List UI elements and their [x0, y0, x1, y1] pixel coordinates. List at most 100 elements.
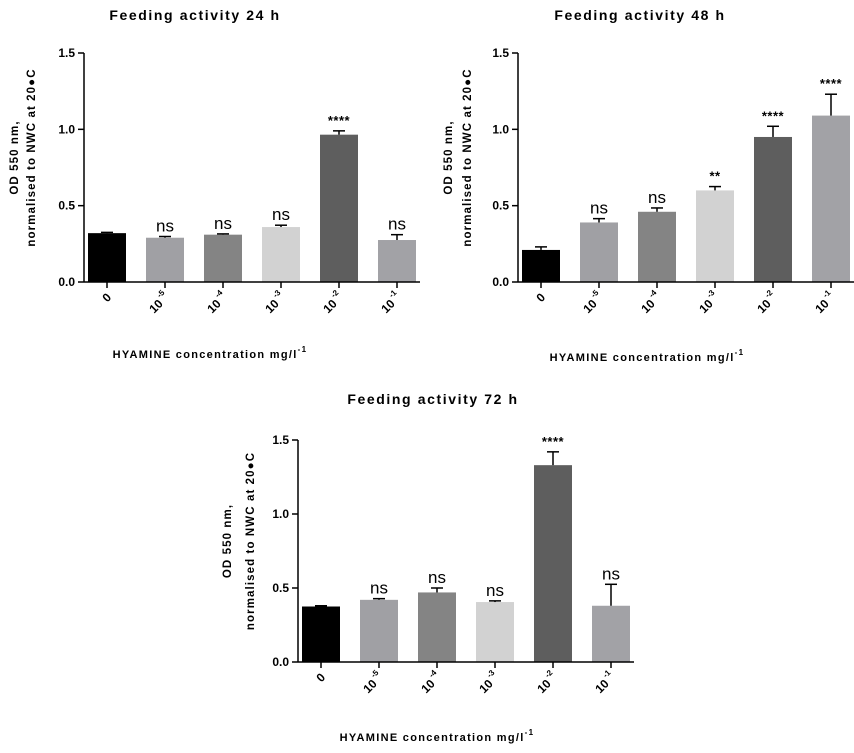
- x-tick-label: 0: [99, 290, 114, 305]
- significance-label: ns: [602, 564, 620, 583]
- x-tick-label-text: 10-3: [694, 288, 722, 316]
- x-tick-label-base: 10: [146, 296, 166, 316]
- x-tick-label-base: 10: [378, 296, 398, 316]
- bar: [320, 134, 358, 282]
- x-axis-label-exponent: -1: [298, 345, 308, 354]
- y-tick-label: 0.0: [58, 275, 75, 289]
- x-tick-label-base: 10: [754, 296, 774, 316]
- x-tick-label: 10-3: [694, 288, 722, 316]
- y-tick-label: 1.5: [272, 433, 289, 447]
- x-axis-label-text: HYAMINE concentration mg/l: [113, 349, 298, 361]
- significance-label: ns: [388, 215, 406, 234]
- x-tick-label-text: 0: [99, 290, 114, 305]
- bar: [812, 115, 850, 283]
- x-tick-label-exponent: -4: [427, 668, 439, 680]
- x-tick-label-text: 10-5: [358, 668, 386, 696]
- significance-label: ns: [370, 579, 388, 598]
- x-tick-label-text: 10-2: [532, 668, 560, 696]
- y-axis-label: normalised to NWC at 20●C: [26, 68, 38, 246]
- x-tick-label-base: 10: [476, 676, 496, 696]
- x-tick-label-text: 10-2: [752, 288, 780, 316]
- chart-72h-svg: Feeding activity 72 h OD 550 nm, normalise…: [222, 391, 634, 744]
- x-tick-label-base: 10: [812, 296, 832, 316]
- bar: [146, 237, 184, 282]
- x-tick-label-base: 10: [696, 296, 716, 316]
- chart-24h-svg: Feeding activity 24 h OD 550 nm, normalise…: [9, 7, 420, 361]
- x-tick-label: 10-2: [318, 288, 346, 316]
- bar: [262, 227, 300, 282]
- significance-label: ns: [428, 568, 446, 587]
- x-tick-label-text: 10-3: [260, 288, 288, 316]
- x-tick-label-text: 10-4: [202, 288, 230, 316]
- x-axis-label-text: HYAMINE concentration mg/l: [340, 732, 525, 744]
- x-tick-label-exponent: -5: [589, 288, 601, 300]
- x-tick-label-text: 10-1: [810, 288, 838, 316]
- x-axis-label-exponent: -1: [735, 348, 745, 357]
- x-tick-label-base: 10: [592, 676, 612, 696]
- bar: [580, 222, 618, 282]
- significance-label: ns: [156, 217, 174, 236]
- bar: [522, 249, 560, 282]
- chart-24h: Feeding activity 24 h OD 550 nm, normalise…: [0, 0, 420, 375]
- x-tick-label-exponent: -1: [387, 288, 399, 300]
- significance-label: ns: [214, 214, 232, 233]
- x-tick-label-exponent: -4: [647, 288, 659, 300]
- x-tick-label: 10-4: [418, 668, 439, 696]
- bar: [378, 240, 416, 282]
- bar: [754, 136, 792, 282]
- y-tick-label: 0.0: [272, 655, 289, 669]
- y-axis-label: OD 550 nm,: [443, 120, 455, 194]
- x-tick-label-exponent: -5: [369, 668, 381, 680]
- x-tick-label-text: 10-2: [318, 288, 346, 316]
- x-tick-label-text: 0: [533, 290, 548, 305]
- x-tick-label-exponent: -3: [705, 288, 717, 300]
- x-tick-label-exponent: -2: [763, 288, 775, 300]
- significance-label: ns: [590, 199, 608, 218]
- x-tick-label-text: 10-5: [578, 288, 606, 316]
- y-tick-label: 1.0: [272, 507, 289, 521]
- significance-label: **: [709, 169, 721, 184]
- chart-title: Feeding activity 24 h: [109, 7, 280, 23]
- x-tick-label: 10-1: [378, 288, 399, 316]
- x-tick-label-base: 10: [320, 296, 340, 316]
- significance-label: ****: [542, 434, 565, 449]
- bar: [696, 190, 734, 282]
- x-tick-label-text: 10-3: [474, 668, 502, 696]
- x-tick-label: 10-5: [144, 288, 172, 316]
- x-tick-label-base: 10: [204, 296, 224, 316]
- x-tick-label: 10-5: [578, 288, 606, 316]
- x-tick-label-base: 0: [313, 670, 328, 685]
- chart-48h: Feeding activity 48 h OD 550 nm, normalise…: [430, 0, 854, 375]
- x-axis-label: HYAMINE concentration mg/l-1: [113, 345, 308, 361]
- y-tick-label: 1.0: [58, 122, 75, 136]
- x-tick-label-exponent: -1: [821, 288, 833, 300]
- x-axis-label-text: HYAMINE concentration mg/l: [550, 352, 735, 364]
- y-axis-label: OD 550 nm,: [222, 504, 234, 578]
- x-tick-label: 10-4: [638, 288, 659, 316]
- y-tick-label: 0.5: [492, 199, 509, 213]
- x-tick-label-exponent: -3: [485, 668, 497, 680]
- x-tick-label-text: 10-5: [144, 288, 172, 316]
- bar: [534, 465, 572, 662]
- x-axis-label-exponent: -1: [525, 728, 535, 737]
- x-tick-label: 10-1: [590, 668, 618, 696]
- significance-label: ns: [272, 205, 290, 224]
- chart-title: Feeding activity 48 h: [554, 7, 725, 23]
- x-tick-label-base: 10: [580, 296, 600, 316]
- x-tick-label-exponent: -4: [213, 288, 225, 300]
- bar: [592, 605, 630, 662]
- x-tick-label: 10-2: [532, 668, 560, 696]
- chart-48h-svg: Feeding activity 48 h OD 550 nm, normalise…: [443, 7, 854, 364]
- bar: [638, 211, 676, 282]
- bar: [204, 234, 242, 282]
- y-axis-label: OD 550 nm,: [9, 120, 21, 194]
- y-tick-label: 1.0: [492, 122, 509, 136]
- x-tick-label-text: 10-1: [590, 668, 618, 696]
- x-axis-label: HYAMINE concentration mg/l-1: [550, 348, 745, 364]
- bar: [476, 602, 514, 662]
- x-tick-label-text: 0: [313, 670, 328, 685]
- y-axis-label: normalised to NWC at 20●C: [462, 68, 474, 246]
- x-tick-label-base: 0: [99, 290, 114, 305]
- x-tick-label: 10-3: [260, 288, 288, 316]
- bar: [302, 606, 340, 662]
